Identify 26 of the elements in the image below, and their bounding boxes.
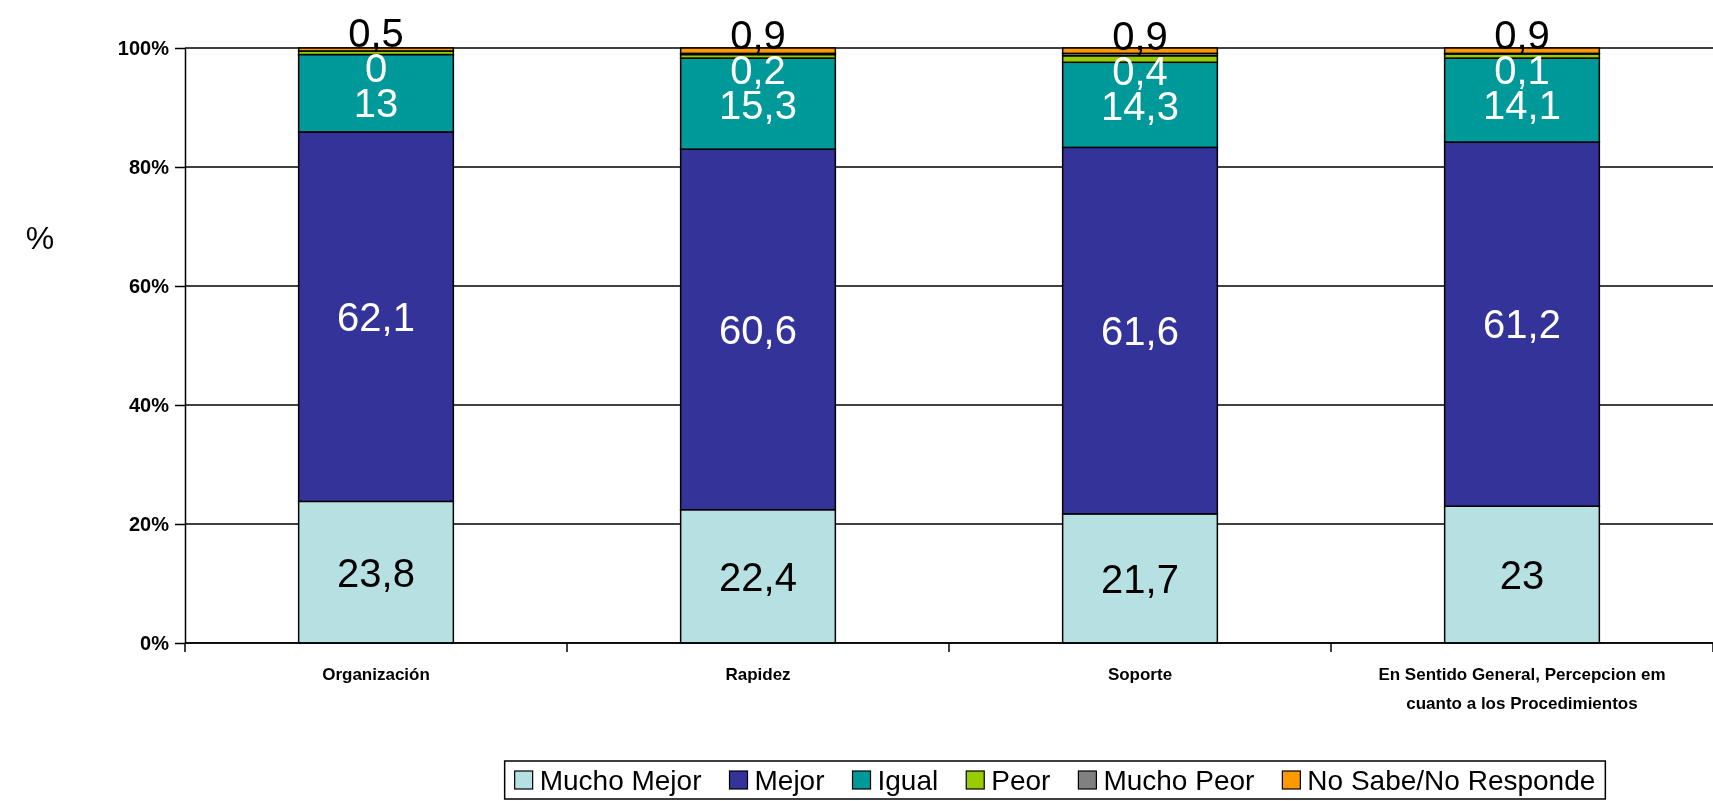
x-tick-label: En Sentido General, Percepcion em cuanto a los Procedimientos bbox=[1378, 665, 1666, 713]
data-label: 61,2 bbox=[1483, 302, 1561, 347]
x-tick-label: Organización bbox=[322, 665, 430, 684]
data-label: 60,6 bbox=[719, 307, 797, 352]
data-label: 22,4 bbox=[719, 554, 797, 599]
data-label: 61,6 bbox=[1101, 309, 1179, 354]
y-tick-label: 80% bbox=[128, 155, 170, 178]
data-label: 13 bbox=[353, 81, 399, 126]
data-label: 23 bbox=[1499, 552, 1545, 597]
y-tick-label: 60% bbox=[128, 274, 170, 297]
y-axis-title: % bbox=[25, 220, 55, 257]
legend-label: Mucho Mejor bbox=[539, 765, 702, 797]
y-tick-label: 20% bbox=[128, 512, 170, 535]
legend-label: Mejor bbox=[754, 765, 825, 797]
legend-label: Mucho Peor bbox=[1103, 765, 1255, 797]
y-tick-label: 40% bbox=[128, 393, 170, 416]
data-label: 62,1 bbox=[337, 295, 415, 340]
legend-label: No Sabe/No Responde bbox=[1307, 765, 1596, 797]
y-tick-label: 0% bbox=[140, 631, 170, 654]
data-label: 21,7 bbox=[1101, 556, 1179, 601]
x-tick-label: Soporte bbox=[1107, 665, 1173, 684]
y-tick-label: 100% bbox=[117, 36, 170, 59]
data-label: 23,8 bbox=[337, 550, 415, 595]
x-tick-label: Rapidez bbox=[725, 665, 791, 684]
legend-label: Peor bbox=[991, 765, 1051, 797]
legend-label: Igual bbox=[877, 765, 939, 797]
